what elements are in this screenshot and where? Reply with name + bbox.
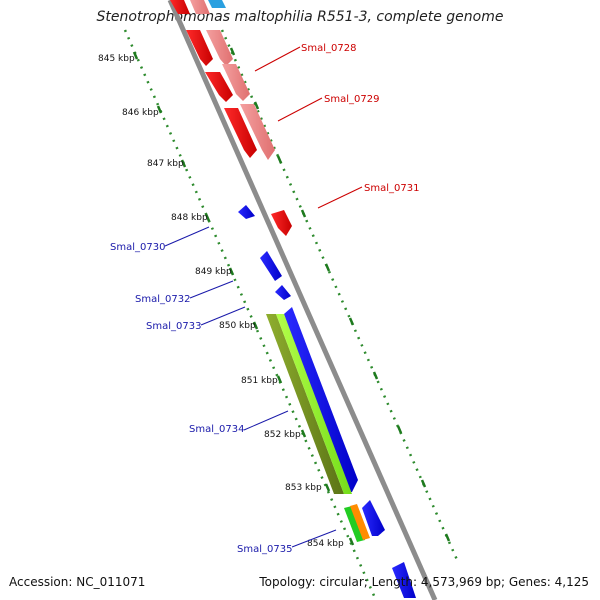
cds-smal-0734 xyxy=(284,307,358,492)
gene-label: Smal_0732 xyxy=(135,294,190,305)
topology-label: Topology: circular; Length: 4,573,969 bp… xyxy=(259,575,589,589)
cyan-feature xyxy=(208,0,226,8)
leader-lines xyxy=(164,46,363,548)
cds-bottom-blue xyxy=(392,562,416,598)
tick-851 xyxy=(276,375,283,384)
cds-smal-0730 xyxy=(238,205,255,219)
cds-top-red-a xyxy=(170,0,190,14)
kbp-label: 849 kbp xyxy=(195,267,232,277)
cds-smal-0733 xyxy=(275,285,291,300)
other-features xyxy=(266,314,370,542)
genome-backbone xyxy=(167,0,438,600)
gene-labels: Smal_0728 Smal_0729 Smal_0731 Smal_0730 … xyxy=(110,43,419,555)
orange-feature xyxy=(350,504,370,540)
kbp-label: 854 kbp xyxy=(307,539,344,549)
cds-smal-0729 xyxy=(205,72,233,102)
cds-smal-0729-rna xyxy=(222,64,250,101)
tick-846 xyxy=(156,105,163,114)
tick-849 xyxy=(228,267,235,276)
gene-label: Smal_0735 xyxy=(237,544,292,555)
tick-852 xyxy=(300,429,307,438)
green-feature xyxy=(344,506,365,542)
gene-label: Smal_0730 xyxy=(110,242,165,253)
cds-smal-0729-b-rna xyxy=(240,104,275,160)
lime-feature xyxy=(276,314,352,494)
cds-smal-0731 xyxy=(271,210,292,236)
cds-smal-0728-rna xyxy=(206,30,233,66)
tick-848 xyxy=(204,213,211,222)
tick-850 xyxy=(252,321,259,330)
cds-smal-0728 xyxy=(186,30,213,66)
kbp-labels: 845 kbp 846 kbp 847 kbp 848 kbp 849 kbp … xyxy=(98,54,344,549)
reverse-cds-features xyxy=(238,205,416,598)
cds-smal-0729-b xyxy=(224,108,257,158)
gene-label: Smal_0733 xyxy=(146,321,201,332)
tick-845 xyxy=(132,51,139,60)
tick-853 xyxy=(324,483,331,492)
kbp-ticks xyxy=(132,51,355,546)
kbp-label: 847 kbp xyxy=(147,159,184,169)
kbp-label: 845 kbp xyxy=(98,54,135,64)
outer-dotted-track xyxy=(220,29,460,563)
cds-smal-0735 xyxy=(362,500,385,536)
gene-label: Smal_0729 xyxy=(324,94,379,105)
kbp-label: 853 kbp xyxy=(285,483,322,493)
cds-smal-0732 xyxy=(260,251,282,281)
kbp-label: 851 kbp xyxy=(241,376,278,386)
outer-ticks xyxy=(229,47,451,542)
cds-top-red-b xyxy=(190,0,210,14)
kbp-label: 848 kbp xyxy=(171,213,208,223)
gene-label: Smal_0728 xyxy=(301,43,356,54)
olive-feature xyxy=(266,314,344,494)
gene-label: Smal_0734 xyxy=(189,424,244,435)
kbp-label: 850 kbp xyxy=(219,321,256,331)
gene-label: Smal_0731 xyxy=(364,183,419,194)
kbp-label: 846 kbp xyxy=(122,108,159,118)
tick-854 xyxy=(348,537,355,546)
forward-cds-features xyxy=(170,0,292,236)
kbp-label: 852 kbp xyxy=(264,430,301,440)
tick-847 xyxy=(180,159,187,168)
accession-label: Accession: NC_011071 xyxy=(9,575,146,589)
